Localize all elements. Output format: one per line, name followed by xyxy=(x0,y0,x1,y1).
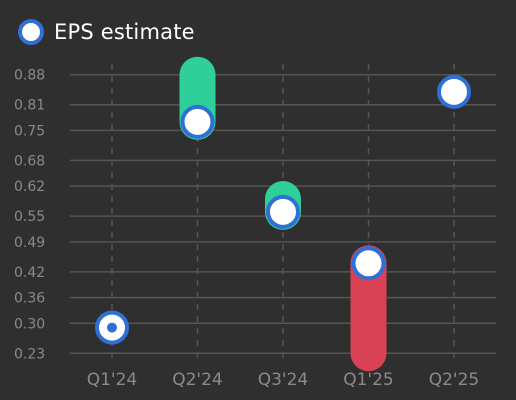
estimate-point xyxy=(437,74,471,109)
estimate-point xyxy=(266,194,300,229)
y-tick-label: 0.49 xyxy=(14,235,45,251)
legend-marker-icon xyxy=(18,19,44,45)
y-tick-label: 0.30 xyxy=(14,316,45,332)
y-tick-label: 0.23 xyxy=(14,346,45,362)
estimate-point xyxy=(351,246,386,281)
x-axis-ticks: Q1'24 Q2'24 Q3'24 Q1'25 Q2'25 xyxy=(87,370,480,390)
estimate-point xyxy=(180,104,215,139)
y-tick-label: 0.42 xyxy=(14,265,45,281)
y-tick-label: 0.62 xyxy=(14,179,45,195)
actual-match-dot xyxy=(107,322,117,333)
y-tick-label: 0.55 xyxy=(14,209,45,225)
y-tick-label: 0.68 xyxy=(14,153,45,169)
y-axis-ticks: 0.23 0.30 0.36 0.42 0.49 0.55 0.62 0.68 0.75 0.81… xyxy=(14,68,45,363)
legend-label: EPS estimate xyxy=(54,20,195,44)
x-tick-label: Q1'24 xyxy=(87,370,138,390)
x-tick-label: Q1'25 xyxy=(343,370,394,390)
y-tick-label: 0.75 xyxy=(14,123,45,139)
x-tick-label: Q2'25 xyxy=(429,370,480,390)
legend: EPS estimate xyxy=(18,19,195,45)
y-tick-label: 0.81 xyxy=(14,98,45,114)
y-tick-label: 0.88 xyxy=(14,68,45,84)
y-tick-label: 0.36 xyxy=(14,291,45,307)
x-tick-label: Q3'24 xyxy=(258,370,309,390)
estimate-points xyxy=(95,74,471,345)
x-tick-label: Q2'24 xyxy=(172,370,223,390)
